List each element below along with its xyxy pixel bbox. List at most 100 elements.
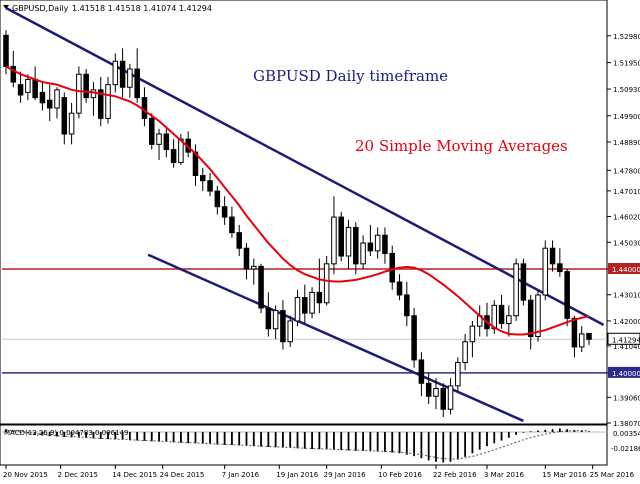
candle xyxy=(214,185,221,215)
macd-bar xyxy=(282,432,284,448)
candle-body-bear xyxy=(316,291,323,304)
symbol-label: GBPUSD,Daily xyxy=(12,4,69,13)
candle xyxy=(170,139,177,168)
candle-body-bull xyxy=(506,315,512,325)
candle-body-bear xyxy=(148,117,155,145)
oscillator-label: MACD(12,26,9) 0.004783 0.006149 xyxy=(4,429,128,437)
candle-body-bear xyxy=(389,252,395,283)
candle-body-bull xyxy=(469,325,476,343)
macd-bar xyxy=(566,429,569,433)
candle-body-bear xyxy=(229,216,235,234)
candle xyxy=(345,219,352,270)
candle-body-bull xyxy=(323,263,330,304)
candle-body-bull xyxy=(455,361,461,387)
macd-bar xyxy=(420,432,423,459)
macd-bar xyxy=(413,432,415,457)
macd-bar xyxy=(311,432,313,450)
chart-header: GBPUSD,Daily 1.41518 1.41518 1.41074 1.4… xyxy=(3,4,212,13)
main-plot-frame xyxy=(0,0,608,425)
macd-bar xyxy=(362,432,364,452)
candle-body-bear xyxy=(280,310,286,343)
candle-body-bull xyxy=(105,84,111,119)
candle xyxy=(229,206,235,238)
macd-bar xyxy=(12,430,15,433)
candle xyxy=(360,235,366,270)
macd-bar xyxy=(85,432,88,439)
macd-bar xyxy=(398,432,401,454)
macd-bar xyxy=(333,432,335,450)
candle-body-bear xyxy=(425,382,432,397)
macd-bar xyxy=(150,432,153,442)
candle-body-bear xyxy=(549,247,556,265)
levels-layer xyxy=(2,268,607,374)
candle-body-bear xyxy=(221,206,228,218)
macd-bar xyxy=(391,432,394,453)
candle-body-bull xyxy=(345,226,352,257)
macd-bar xyxy=(274,432,277,448)
candle-body-bear xyxy=(353,226,359,265)
candle-body-bear xyxy=(396,281,403,296)
x-tick-label: 10 Feb 2016 xyxy=(378,471,422,479)
candle xyxy=(119,48,126,98)
candle xyxy=(207,172,213,197)
x-tick-label: 22 Feb 2016 xyxy=(433,471,477,479)
candle-body-bear xyxy=(163,133,170,151)
candle-body-bear xyxy=(17,84,24,96)
macd-bar xyxy=(260,432,262,447)
candle xyxy=(549,240,556,272)
x-tick-label: 25 Mar 2016 xyxy=(590,471,635,479)
candle-body-bear xyxy=(527,299,534,338)
macd-bar xyxy=(231,432,233,446)
oscillator-layer xyxy=(2,428,607,463)
current-price-tag xyxy=(607,332,640,345)
candle xyxy=(105,76,111,124)
candle xyxy=(425,372,432,405)
candle xyxy=(462,333,468,371)
channel-upper-line xyxy=(5,6,605,326)
candle xyxy=(83,69,89,103)
candle-body-bear xyxy=(39,91,46,104)
sma-annotation: 20 Simple Moving Averages xyxy=(355,137,568,155)
candle xyxy=(127,63,133,98)
macd-bar xyxy=(507,432,510,438)
macd-bar xyxy=(376,432,379,452)
candle xyxy=(54,87,60,119)
y-tick-label: 1.47800 xyxy=(613,167,640,175)
x-tick-label: 3 Mar 2016 xyxy=(484,471,524,479)
candle xyxy=(506,305,512,337)
candle xyxy=(353,222,359,275)
macd-bar xyxy=(238,432,241,446)
candle-body-bear xyxy=(243,247,250,270)
candle-body-bear xyxy=(520,263,527,301)
y-tick-label: 1.51950 xyxy=(613,60,640,68)
macd-bar xyxy=(340,432,343,451)
candle xyxy=(39,82,46,111)
macd-bar xyxy=(471,432,474,454)
triangle-down-icon[interactable] xyxy=(3,5,9,9)
candle xyxy=(251,258,257,285)
macd-bar xyxy=(478,432,481,450)
channel-lower-line xyxy=(147,253,524,423)
y-tick-label: 1.46020 xyxy=(613,214,640,222)
macd-bar xyxy=(48,432,51,437)
candle-body-bear xyxy=(236,232,242,249)
candle xyxy=(236,224,242,257)
macd-bar xyxy=(303,432,306,449)
y-tick-label: 1.47010 xyxy=(613,188,640,196)
candle-body-bull xyxy=(251,265,257,270)
candle-body-bear xyxy=(214,190,221,208)
macd-bar xyxy=(464,432,467,457)
macd-bar xyxy=(551,429,554,433)
macd-bar xyxy=(435,432,437,462)
x-tick-label: 20 Nov 2015 xyxy=(3,471,48,479)
macd-bar xyxy=(77,432,80,438)
candle xyxy=(61,92,68,145)
candle-body-bear xyxy=(564,271,570,319)
macd-bar xyxy=(442,432,445,463)
macd-signal-line xyxy=(5,429,590,460)
y-tick-label: 1.49900 xyxy=(613,113,640,121)
macd-bar xyxy=(544,429,547,433)
x-tick-label: 24 Dec 2015 xyxy=(160,471,205,479)
